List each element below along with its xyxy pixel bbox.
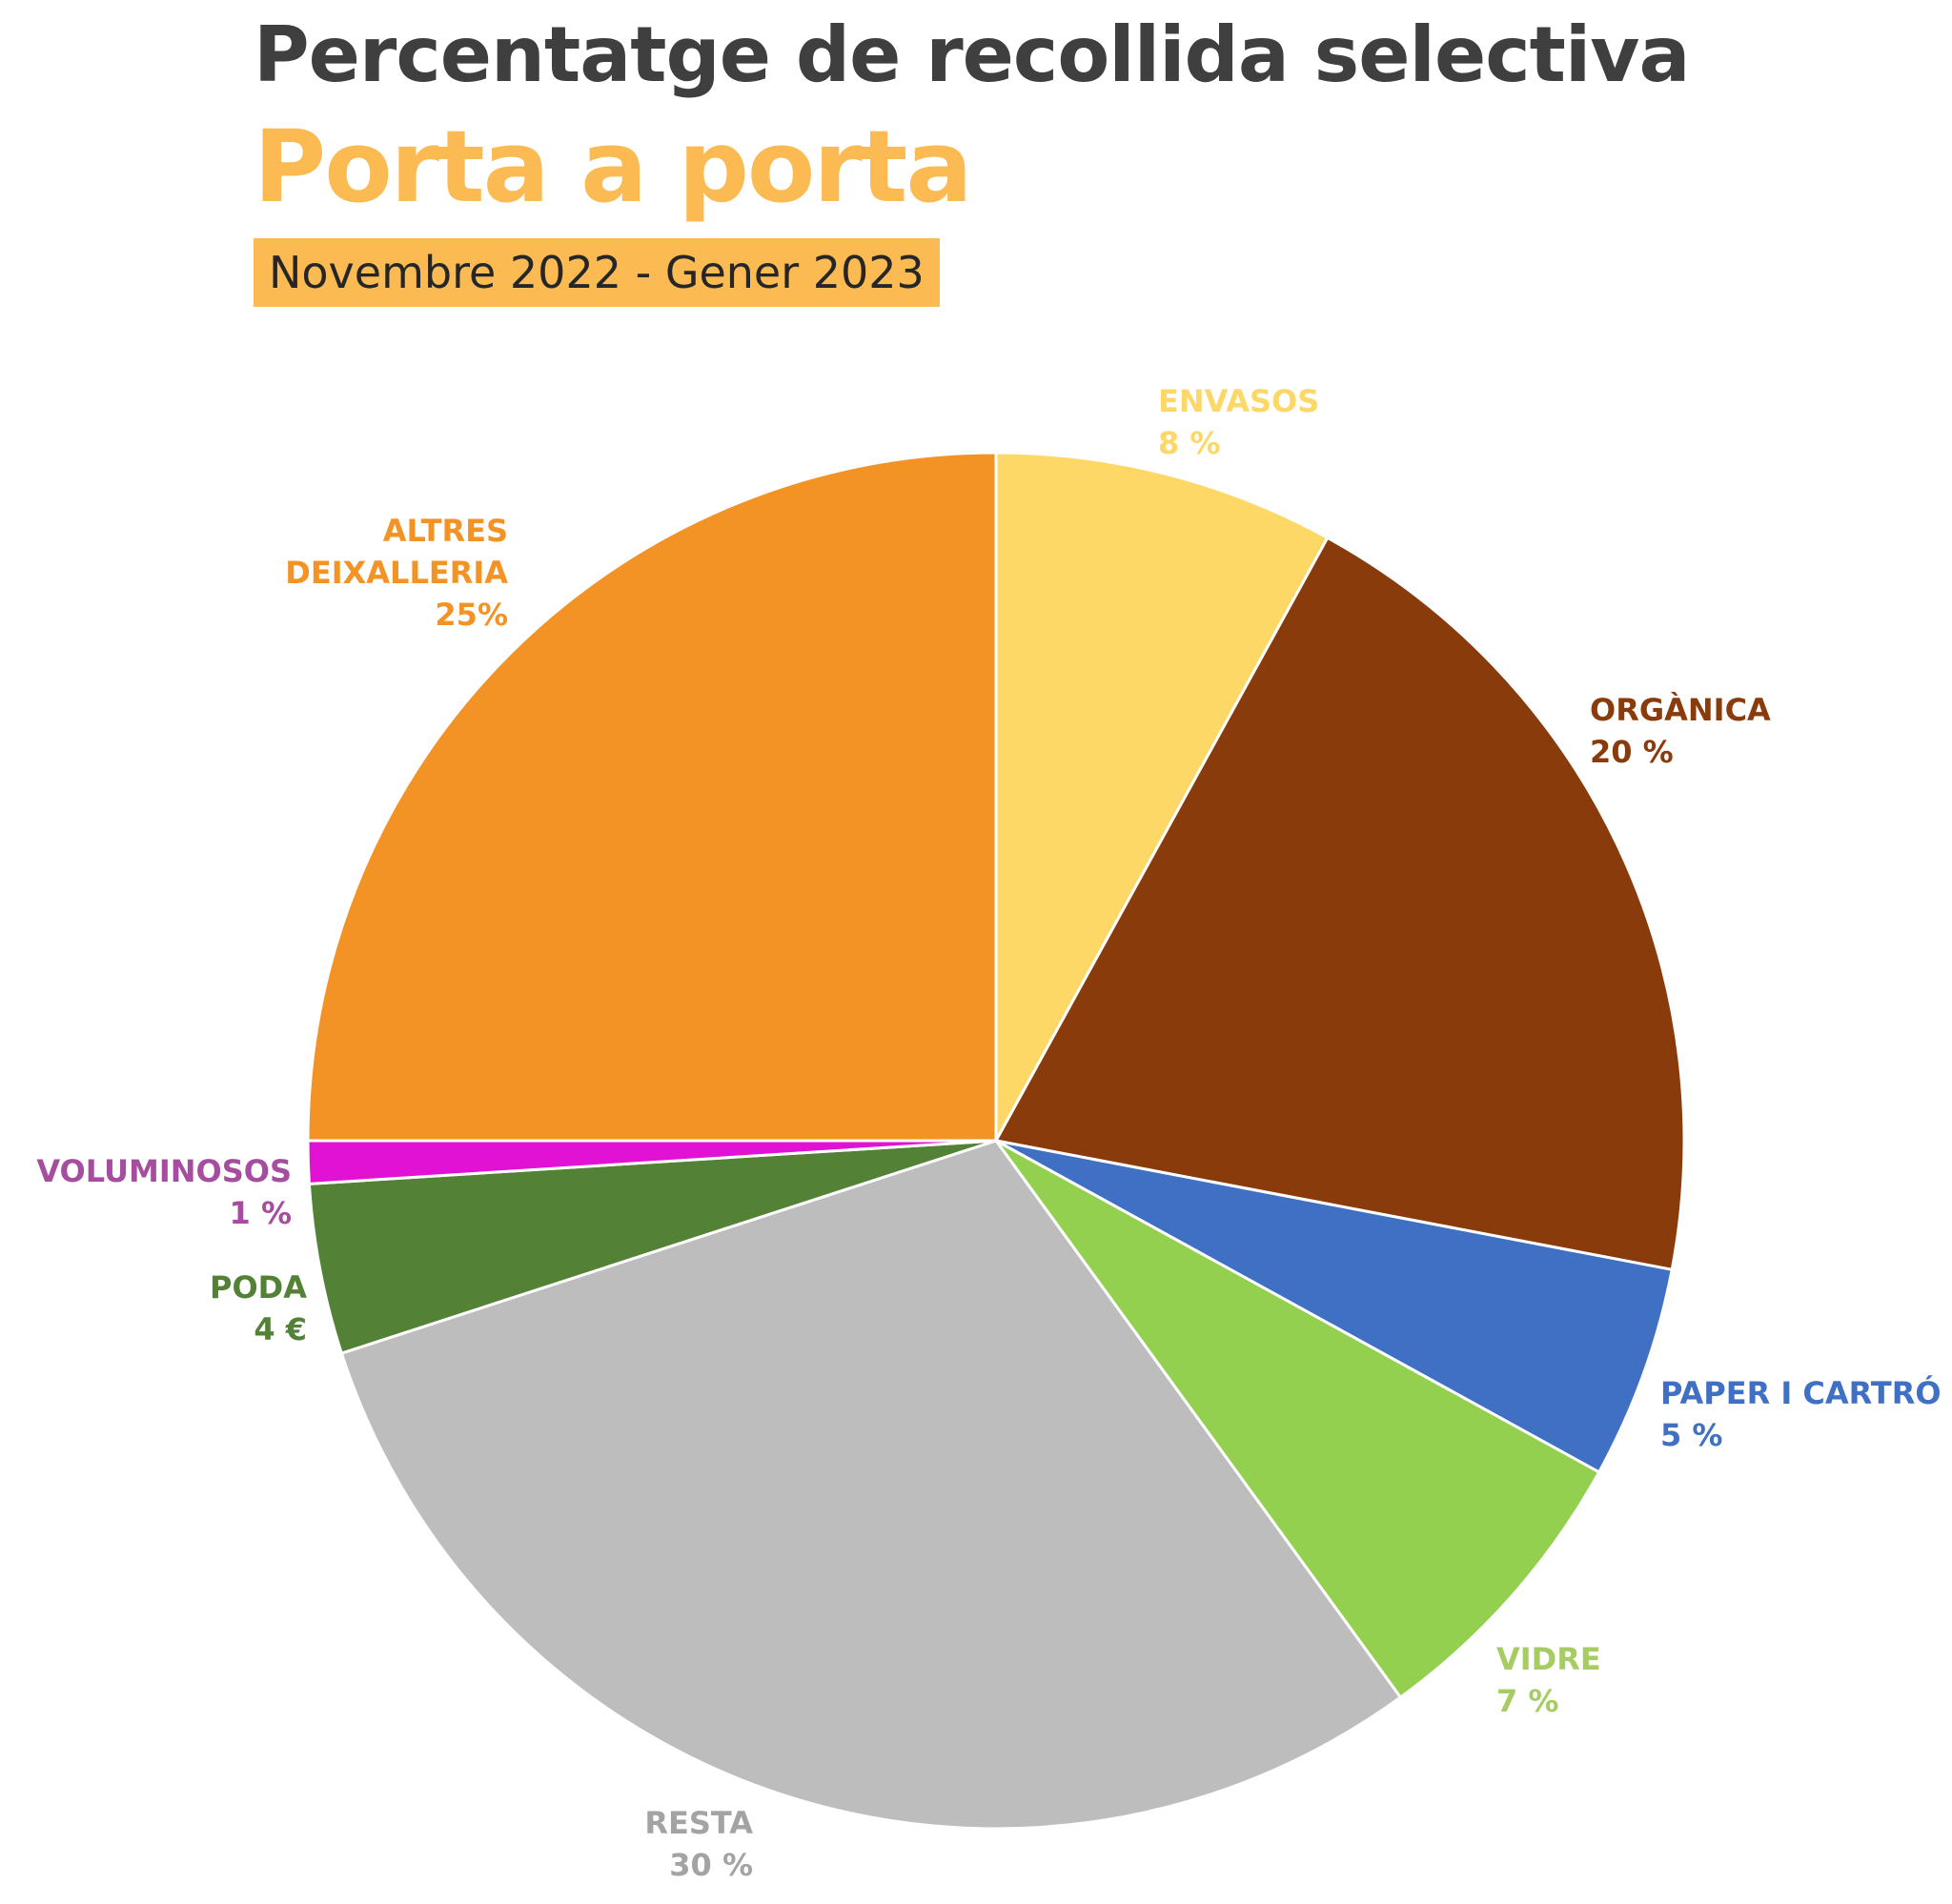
chart-title: Percentatge de recollida selectiva [254, 10, 1690, 99]
slice-name-altres-deixalleria: DEIXALLERIA [285, 555, 508, 591]
chart-subtitle: Porta a porta [254, 109, 973, 225]
slice-value-envasos: 8 % [1158, 425, 1220, 461]
pie-slice-envasos [994, 451, 1330, 1143]
slice-label-altres-deixalleria: ALTRES DEIXALLERIA 25% [285, 513, 508, 633]
slice-label-vidre: VIDRE 7 % [1496, 1641, 1601, 1719]
slice-value-poda: 4 € [254, 1311, 307, 1347]
pie-slice-paper-i-cartro [994, 1139, 1674, 1474]
slice-value-resta: 30 % [669, 1847, 753, 1883]
slice-label-resta: RESTA 30 % [644, 1805, 753, 1883]
pie-slice-organica [994, 536, 1686, 1271]
slice-label-voluminosos: VOLUMINOSOS 1 % [36, 1153, 292, 1231]
pie-slice-vidre [994, 1139, 1601, 1699]
slice-name-organica: ORGÀNICA [1590, 692, 1771, 728]
period-badge: Novembre 2022 - Gener 2023 [254, 238, 940, 307]
slice-value-paper-i-cartro: 5 % [1660, 1417, 1722, 1453]
slice-label-paper-i-cartro: PAPER I CARTRÓ 5 % [1660, 1374, 1942, 1453]
pie-slice-altres-deixalleria [306, 451, 998, 1143]
slice-value-altres-deixalleria: 25% [435, 597, 508, 633]
slice-value-vidre: 7 % [1496, 1683, 1558, 1719]
slice-name-poda: PODA [210, 1269, 307, 1306]
slice-name-paper-i-cartro: PAPER I CARTRÓ [1660, 1374, 1942, 1411]
slice-value-voluminosos: 1 % [230, 1195, 292, 1231]
slice-label-envasos: ENVASOS 8 % [1158, 383, 1319, 461]
slice-value-organica: 20 % [1590, 734, 1674, 770]
slice-label-organica: ORGÀNICA 20 % [1590, 692, 1771, 770]
pie-slice-poda [307, 1139, 998, 1355]
pie-labels: ENVASOS 8 % ORGÀNICA 20 % PAPER I CARTRÓ 5 % V… [36, 383, 1941, 1883]
slice-name-altres-deixalleria: ALTRES [383, 513, 508, 549]
pie-slices [306, 451, 1686, 1831]
slice-name-envasos: ENVASOS [1158, 383, 1319, 419]
slice-name-resta: RESTA [644, 1805, 753, 1841]
pie-slice-resta [339, 1139, 1402, 1831]
slice-label-poda: PODA 4 € [210, 1269, 307, 1347]
slice-name-vidre: VIDRE [1496, 1641, 1601, 1677]
slice-name-voluminosos: VOLUMINOSOS [36, 1153, 292, 1189]
